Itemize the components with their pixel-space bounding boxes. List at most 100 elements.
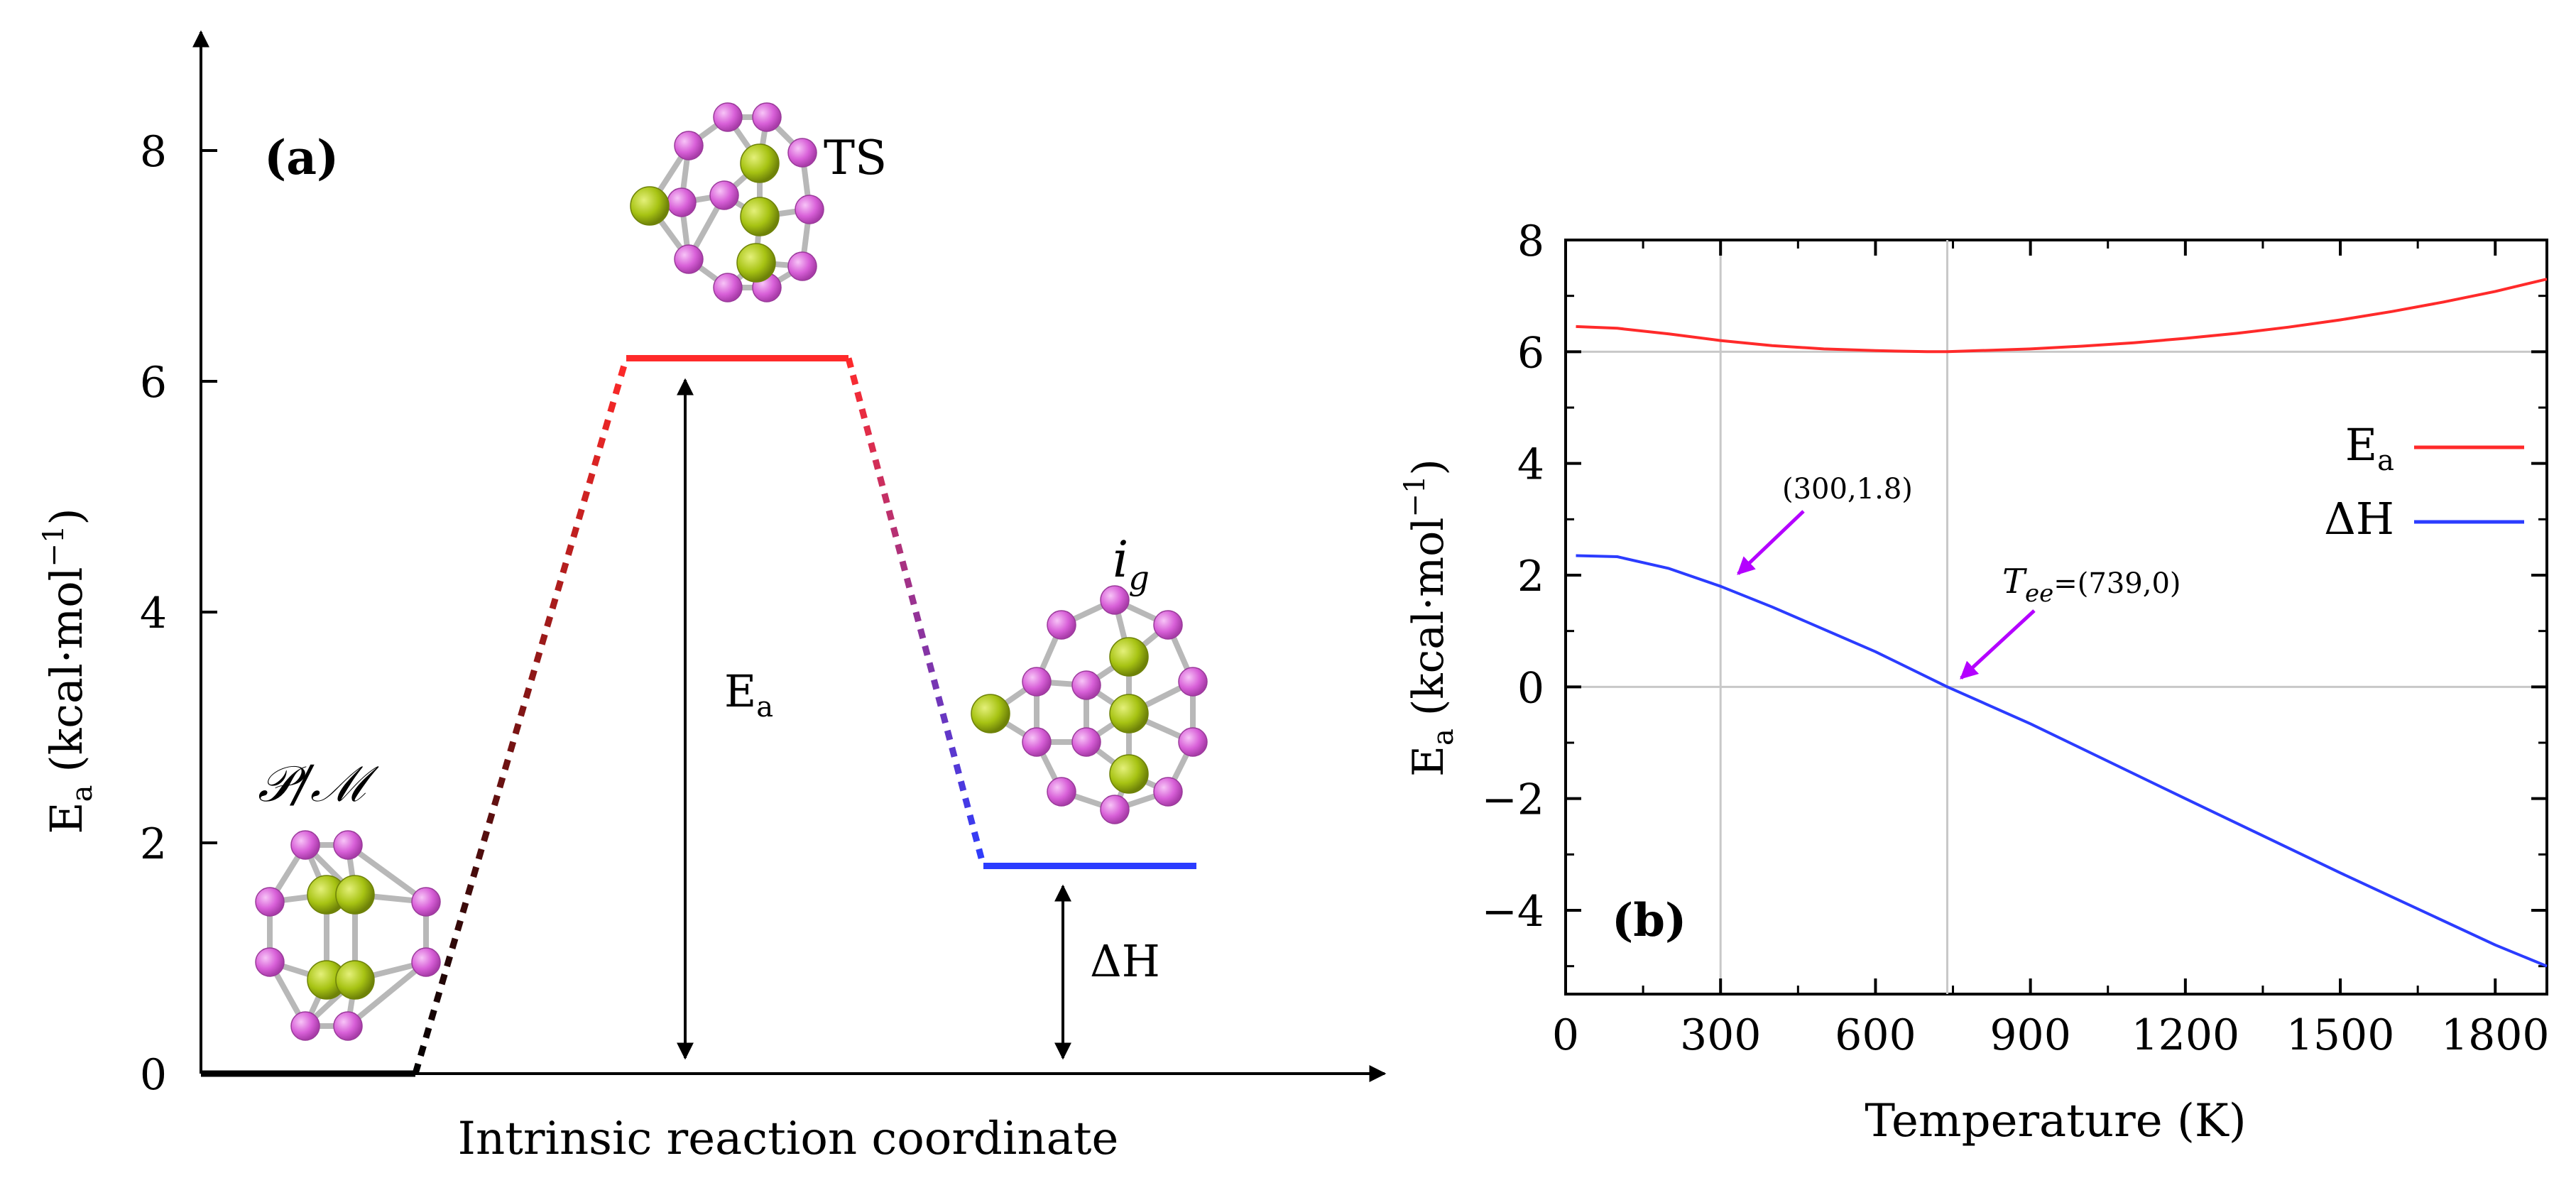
ramp-reactant-ts: [601, 419, 611, 431]
ramp-reactant-ts: [523, 687, 533, 699]
ramp-reactant-ts: [618, 365, 627, 377]
pink-atom: [674, 131, 704, 160]
ramp-reactant-ts: [501, 758, 511, 771]
ramp-ts-product: [926, 662, 935, 673]
panel-a-levels: [201, 355, 1196, 1077]
ramp-reactant-ts: [449, 937, 459, 949]
ramp-reactant-ts: [475, 848, 485, 861]
panel-b-x-tick-label: 1200: [2131, 1010, 2239, 1060]
ramp-ts-product: [908, 594, 917, 606]
pink-atom: [255, 887, 285, 917]
ramp-reactant-ts: [422, 1027, 432, 1039]
panel-b-y-tick-label: 6: [1517, 328, 1544, 378]
ramp-ts-product: [899, 560, 908, 572]
boron-atom: [335, 875, 375, 915]
ramp-ts-product: [858, 408, 868, 420]
tee-label: Tee=(739,0): [2002, 562, 2181, 608]
ramp-reactant-ts: [417, 1045, 427, 1057]
pink-atom: [1047, 777, 1076, 807]
boron-atom: [1109, 694, 1149, 733]
ramp-ts-product: [966, 814, 976, 826]
pink-atom: [795, 195, 824, 224]
panel-b-x-tick-label: 0: [1552, 1010, 1579, 1060]
ramp-reactant-ts: [459, 902, 469, 914]
panel-b-x-label: Temperature (K): [1865, 1095, 2246, 1147]
pink-atom: [713, 102, 743, 132]
ramp-reactant-ts: [528, 669, 537, 682]
pink-atom: [1100, 795, 1130, 824]
pink-atom: [713, 273, 743, 302]
panel-a-tag: (a): [264, 130, 339, 185]
pink-atom: [667, 187, 697, 217]
ramp-ts-product: [957, 780, 967, 792]
panel-a-y-tick-label: 0: [140, 1050, 167, 1100]
ramp-ts-product: [930, 679, 940, 690]
pink-atom: [787, 138, 817, 168]
ramp-reactant-ts: [433, 991, 443, 1003]
tee-arrow: [1960, 609, 2036, 680]
product-molecule-image: [971, 585, 1208, 824]
pink-atom: [1071, 670, 1101, 700]
pink-atom: [1153, 610, 1183, 640]
ramp-reactant-ts: [612, 383, 622, 396]
pink-atom: [290, 1011, 320, 1041]
panel-b-ticks: 0 300 600 900 1200 1500 1800 −4 −2 0 2 4 6 8: [1482, 217, 2550, 1060]
panel-b-y-tick-label: 4: [1517, 440, 1544, 490]
ramp-ts-product: [854, 391, 863, 403]
ramp-ts-product: [872, 459, 881, 470]
pink-atom: [1022, 727, 1052, 757]
pink-atom: [674, 244, 704, 274]
ramp-ts-product: [962, 797, 971, 809]
ramp-reactant-ts: [491, 795, 501, 807]
ramp-ts-product: [939, 712, 949, 724]
ramp-ts-product: [917, 628, 927, 640]
reactant-molecule-image: [255, 830, 441, 1041]
point-300-arrow: [1737, 510, 1805, 575]
panel-b-x-tick-label: 1800: [2441, 1010, 2550, 1060]
ramp-ts-product: [949, 746, 958, 758]
panel-a-y-tick-label: 8: [140, 127, 167, 177]
panel-b-y-tick-label: 2: [1517, 552, 1544, 601]
ramp-ts-product: [903, 577, 913, 589]
panel-a-y-label: Ea(kcal·mol−1): [38, 508, 99, 834]
ramp-reactant-ts: [512, 723, 522, 735]
product-label: ig: [1113, 530, 1150, 597]
pink-atom: [255, 947, 285, 977]
ramp-reactant-ts: [481, 830, 490, 842]
ts-molecule-image: [630, 102, 824, 302]
ramp-ts-product: [881, 493, 890, 504]
ramp-reactant-ts: [607, 400, 617, 413]
pink-atom: [787, 251, 817, 281]
panel-b-y-tick-label: −4: [1482, 887, 1544, 937]
ramp-reactant-ts: [560, 562, 569, 574]
ramp-reactant-ts: [496, 776, 506, 789]
panel-b: 0 300 600 900 1200 1500 1800 −4 −2 0 2 4 6 8 Ea(kcal·…: [1399, 217, 2550, 1147]
panel-b-series: [1576, 278, 2548, 968]
pink-atom: [411, 947, 441, 977]
panel-b-y-tick-label: 8: [1517, 217, 1544, 266]
boron-atom: [740, 143, 780, 183]
ramp-reactant-ts: [549, 597, 559, 610]
panel-a-y-tick-label: 2: [140, 819, 167, 869]
panel-b-x-tick-label: 300: [1680, 1010, 1762, 1060]
panel-a-y-ticks: 0 2 4 6 8: [140, 127, 217, 1100]
pink-atom: [752, 102, 782, 132]
ramp-reactant-ts: [486, 812, 496, 824]
panel-b-x-tick-label: 600: [1835, 1010, 1916, 1060]
pink-atom: [1047, 610, 1076, 640]
ramp-reactant-ts: [591, 454, 601, 467]
ramp-reactant-ts: [427, 1009, 437, 1021]
pink-atom: [709, 180, 739, 210]
pink-atom: [290, 830, 320, 860]
panel-a-x-label: Intrinsic reaction coordinate: [458, 1113, 1119, 1165]
ramp-reactant-ts: [586, 472, 596, 485]
ramp-reactant-ts: [412, 1062, 422, 1075]
ramp-reactant-ts: [444, 955, 453, 968]
reactant-label: 𝒫/ℳ: [258, 755, 379, 813]
ramp-reactant-ts: [438, 973, 448, 986]
ramp-reactant-ts: [565, 544, 574, 556]
pink-atom: [1178, 727, 1208, 757]
ramp-ts-product: [912, 611, 922, 623]
boron-atom: [736, 243, 776, 283]
